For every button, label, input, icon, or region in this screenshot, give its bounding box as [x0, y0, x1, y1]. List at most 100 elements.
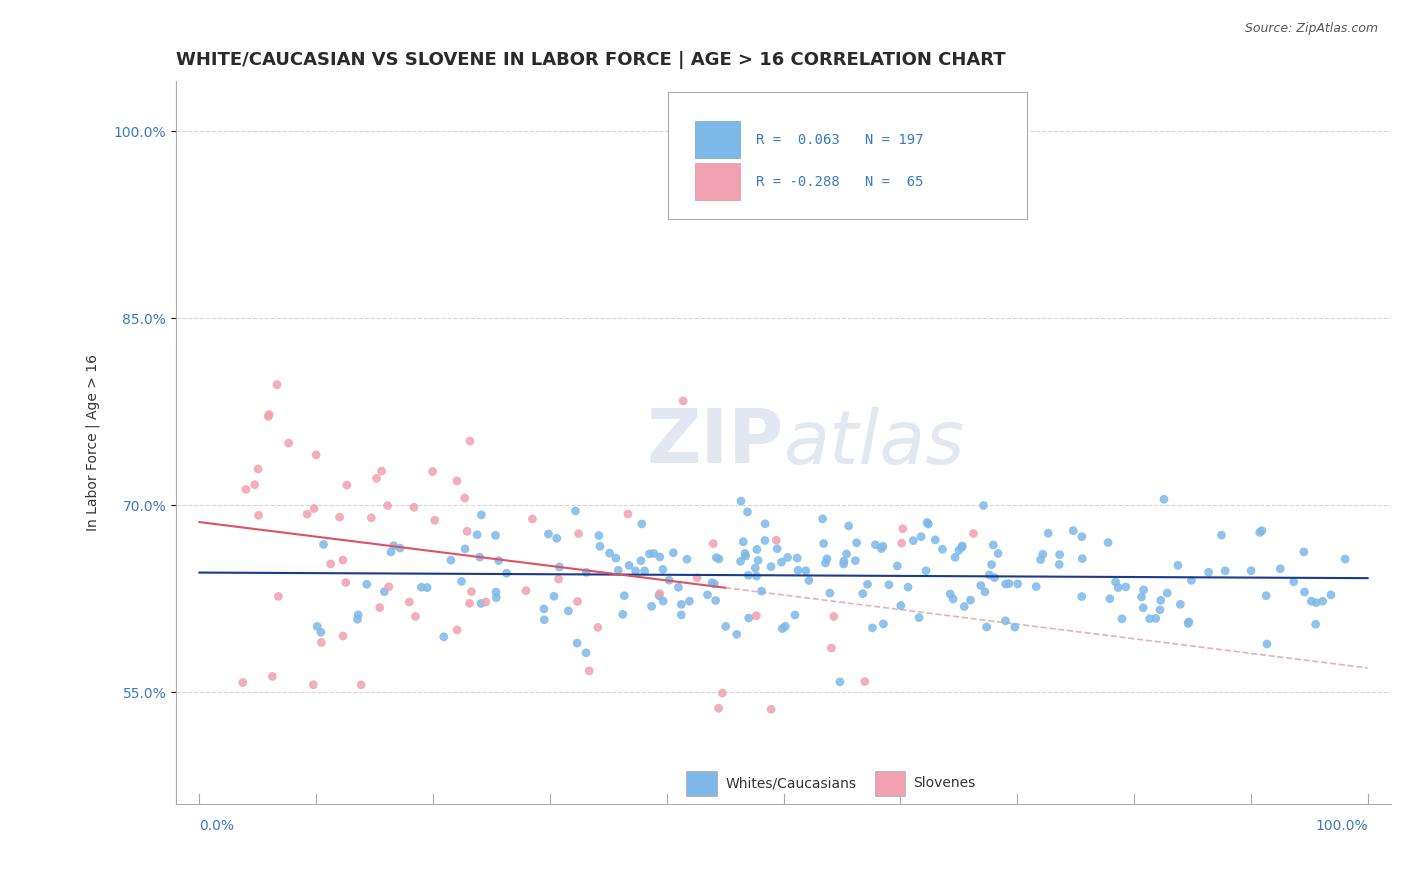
- Point: [852, 586, 875, 600]
- Point: [828, 674, 851, 689]
- Point: [1256, 589, 1278, 603]
- Point: [1334, 552, 1357, 566]
- Point: [382, 539, 405, 553]
- Point: [730, 494, 752, 508]
- Point: [454, 491, 477, 505]
- Point: [350, 678, 373, 692]
- Y-axis label: In Labor Force | Age > 16: In Labor Force | Age > 16: [86, 354, 100, 532]
- Point: [1098, 591, 1121, 606]
- Point: [613, 589, 636, 603]
- Point: [686, 571, 709, 585]
- Point: [1292, 545, 1315, 559]
- Point: [862, 621, 884, 635]
- FancyBboxPatch shape: [875, 771, 905, 796]
- Point: [575, 646, 598, 660]
- Point: [346, 612, 368, 626]
- Point: [959, 593, 981, 607]
- Point: [1305, 617, 1327, 632]
- Point: [856, 577, 879, 591]
- Point: [770, 622, 793, 636]
- Point: [787, 563, 810, 577]
- Text: WHITE/CAUCASIAN VS SLOVENE IN LABOR FORCE | AGE > 16 CORRELATION CHART: WHITE/CAUCASIAN VS SLOVENE IN LABOR FORC…: [176, 51, 1005, 69]
- Point: [356, 577, 378, 591]
- Point: [495, 566, 517, 581]
- FancyBboxPatch shape: [686, 771, 717, 796]
- Point: [783, 607, 806, 622]
- Point: [360, 510, 382, 524]
- Point: [820, 641, 842, 656]
- Point: [970, 578, 993, 592]
- Point: [948, 543, 970, 558]
- Point: [730, 554, 752, 568]
- Point: [243, 477, 266, 491]
- Text: Whites/Caucasians: Whites/Caucasians: [725, 776, 856, 790]
- Point: [247, 462, 270, 476]
- Point: [586, 620, 609, 634]
- Point: [630, 516, 652, 531]
- Point: [329, 510, 352, 524]
- Text: R = -0.288   N =  65: R = -0.288 N = 65: [755, 175, 924, 189]
- Point: [633, 564, 655, 578]
- FancyBboxPatch shape: [695, 163, 741, 201]
- Point: [676, 552, 699, 566]
- Point: [707, 701, 730, 715]
- Point: [460, 584, 482, 599]
- Point: [897, 580, 920, 594]
- Point: [1115, 580, 1137, 594]
- Point: [307, 619, 329, 633]
- Point: [319, 557, 342, 571]
- Point: [832, 554, 855, 568]
- Point: [950, 539, 973, 553]
- Point: [980, 558, 1002, 572]
- Point: [786, 551, 808, 566]
- Point: [994, 614, 1017, 628]
- Point: [725, 627, 748, 641]
- Point: [332, 629, 354, 643]
- Point: [607, 563, 630, 577]
- Point: [446, 474, 468, 488]
- Point: [1282, 574, 1305, 589]
- Point: [578, 664, 600, 678]
- Point: [335, 575, 357, 590]
- Point: [1240, 564, 1263, 578]
- Point: [775, 619, 797, 633]
- Point: [1144, 611, 1167, 625]
- Point: [734, 549, 756, 564]
- Point: [1025, 580, 1047, 594]
- Point: [624, 564, 647, 578]
- Point: [640, 599, 662, 614]
- Point: [924, 533, 946, 547]
- Point: [696, 588, 718, 602]
- Point: [939, 587, 962, 601]
- Point: [818, 586, 841, 600]
- Point: [546, 531, 568, 545]
- Point: [1038, 526, 1060, 541]
- Point: [872, 539, 894, 553]
- Point: [1111, 612, 1133, 626]
- Point: [915, 516, 938, 530]
- Point: [1107, 581, 1129, 595]
- Point: [870, 541, 893, 556]
- Point: [838, 519, 860, 533]
- Point: [312, 537, 335, 551]
- Point: [983, 571, 1005, 585]
- Point: [1062, 524, 1084, 538]
- Point: [446, 623, 468, 637]
- Point: [703, 577, 725, 591]
- Point: [232, 675, 254, 690]
- Point: [332, 553, 354, 567]
- Point: [423, 513, 446, 527]
- Point: [568, 526, 591, 541]
- Point: [953, 599, 976, 614]
- Point: [605, 551, 627, 566]
- Point: [311, 635, 333, 649]
- Point: [700, 575, 723, 590]
- Point: [557, 604, 579, 618]
- Point: [1180, 574, 1202, 588]
- Point: [377, 499, 399, 513]
- Point: [733, 534, 755, 549]
- Point: [638, 547, 661, 561]
- Point: [1211, 528, 1233, 542]
- Point: [648, 586, 671, 600]
- Point: [1294, 585, 1316, 599]
